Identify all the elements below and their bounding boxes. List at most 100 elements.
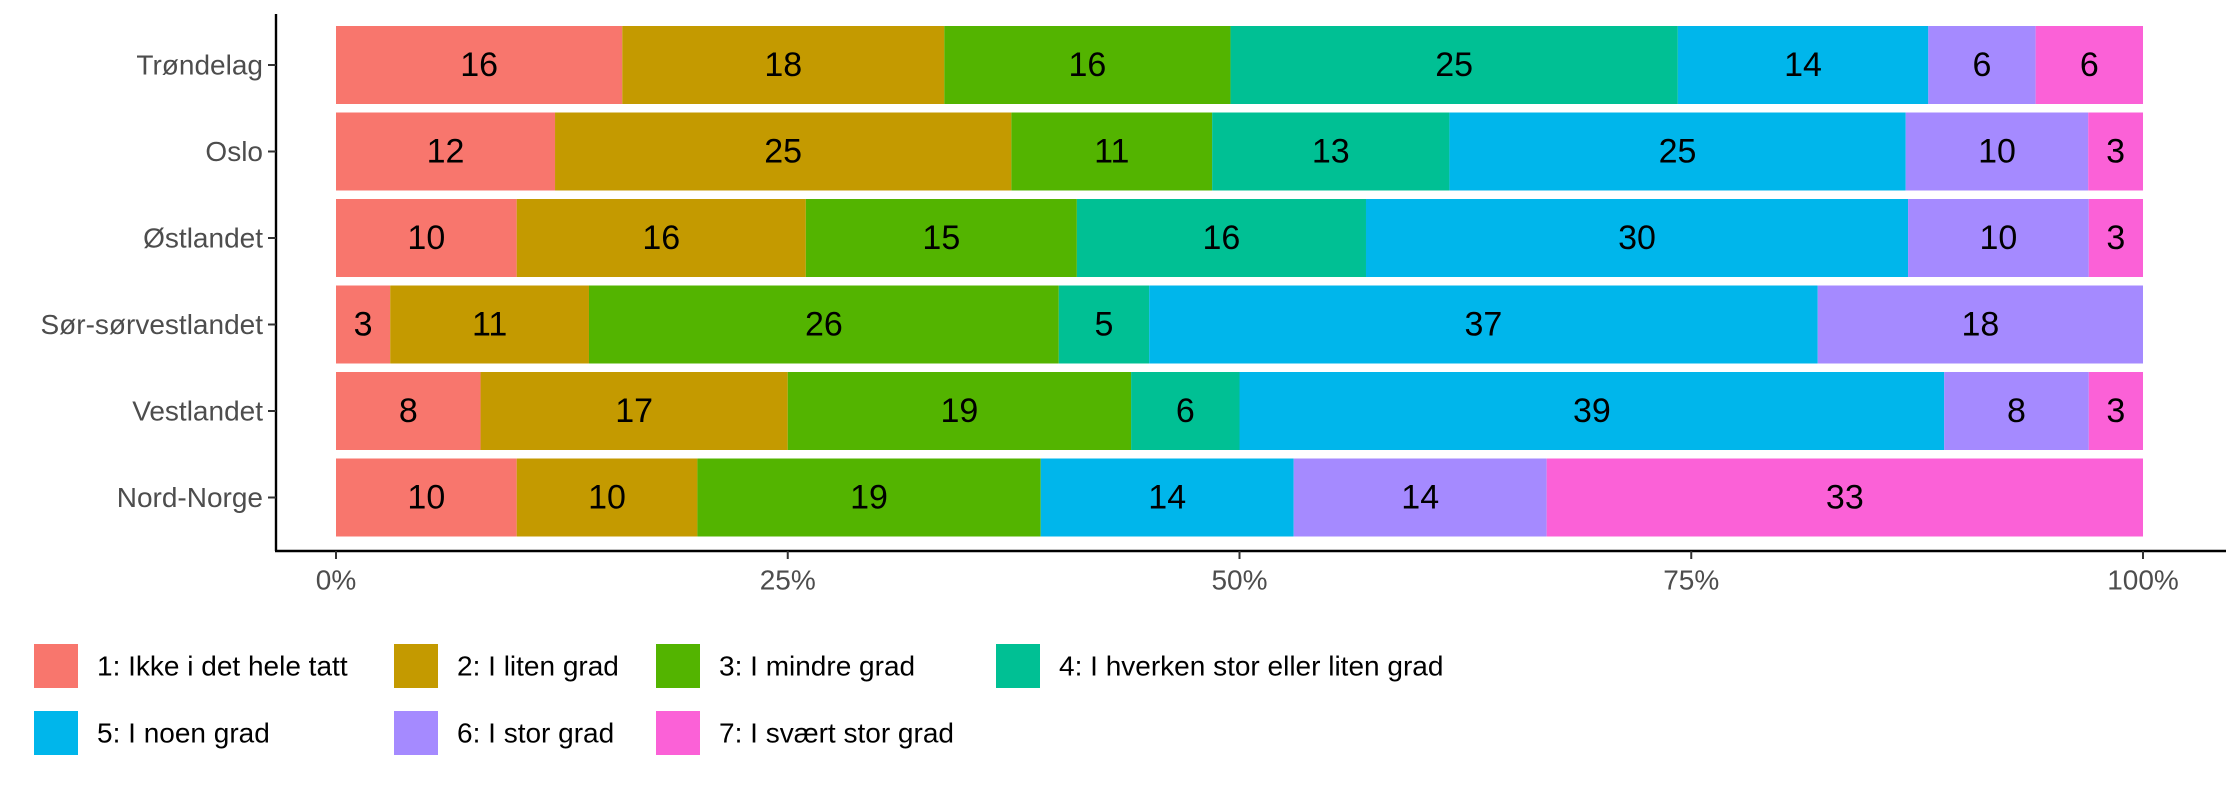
bar-segment — [1908, 199, 2089, 277]
legend-swatch — [34, 644, 78, 688]
bar-segment — [1365, 199, 1909, 277]
legend-label: 3: I mindre grad — [719, 651, 915, 682]
y-ticks-layer: Trøndelag Oslo Østlandet Sør-sørvestlandet V… — [41, 50, 276, 513]
bar-segment — [390, 285, 589, 364]
bar-segment — [588, 285, 1059, 364]
bar-value-label: 6 — [1973, 46, 1992, 84]
bar-value-label: 11 — [1094, 133, 1129, 171]
x-tick-label: 50% — [1211, 565, 1267, 596]
bar-segment — [1011, 112, 1213, 191]
y-tick-label: Vestlandet — [132, 396, 263, 427]
bar-value-label: 11 — [472, 306, 507, 344]
bar-value-label: 6 — [1176, 392, 1195, 430]
bar-value-label: 3 — [354, 306, 373, 344]
bar-segment — [1546, 458, 2143, 537]
bar-value-label: 37 — [1465, 306, 1503, 344]
bar-value-label: 15 — [922, 219, 960, 257]
bar-segment — [2088, 372, 2143, 450]
bar-segment — [336, 285, 391, 364]
bar-segment — [2088, 199, 2143, 277]
bar-value-label: 8 — [399, 392, 418, 430]
legend-swatch — [34, 711, 78, 755]
bar-segment — [1076, 199, 1366, 277]
bar-segment — [555, 112, 1012, 191]
y-tick-label: Trøndelag — [136, 50, 263, 81]
y-tick-label: Sør-sørvestlandet — [41, 309, 264, 340]
bar-value-label: 18 — [764, 46, 802, 84]
bar-value-label: 10 — [588, 479, 626, 517]
x-ticks-layer: 0% 25% 50% 75% 100% — [316, 551, 2179, 596]
legend: 1: Ikke i det hele tatt 2: I liten grad 3:… — [34, 644, 1443, 755]
bar-segment — [944, 26, 1231, 104]
y-tick-label: Østlandet — [143, 223, 263, 254]
bar-value-label: 25 — [1659, 133, 1697, 171]
legend-label: 1: Ikke i det hele tatt — [97, 651, 348, 682]
y-tick-label: Nord-Norge — [117, 482, 263, 513]
bar-value-label: 14 — [1148, 479, 1186, 517]
bar-value-label: 19 — [850, 479, 888, 517]
bar-value-label: 16 — [460, 46, 498, 84]
bar-segment — [1449, 112, 1906, 191]
bar-value-label: 3 — [2106, 219, 2125, 257]
bar-segment — [1212, 112, 1450, 191]
y-tick-label: Oslo — [205, 136, 263, 167]
bar-labels-layer: 16 18 16 25 14 6 612 25 11 13 25 10 310 16 15 16 30 10 33 1… — [354, 46, 2126, 517]
bar-segment — [516, 199, 806, 277]
x-tick-label: 25% — [760, 565, 816, 596]
bar-segment — [1230, 26, 1678, 104]
bar-value-label: 5 — [1095, 306, 1114, 344]
bar-value-label: 14 — [1784, 46, 1822, 84]
legend-swatch — [656, 644, 700, 688]
bar-segment — [1817, 285, 2143, 364]
bar-segment — [1928, 26, 2036, 104]
x-tick-label: 75% — [1663, 565, 1719, 596]
legend-swatch — [394, 711, 438, 755]
bar-value-label: 39 — [1573, 392, 1611, 430]
bar-value-label: 6 — [2080, 46, 2099, 84]
bar-segment — [1149, 285, 1818, 364]
legend-swatch — [656, 711, 700, 755]
bar-segment — [1058, 285, 1150, 364]
bar-value-label: 30 — [1618, 219, 1656, 257]
bar-segment — [336, 26, 623, 104]
bar-segment — [1905, 112, 2089, 191]
bar-value-label: 18 — [1961, 306, 1999, 344]
bar-segment — [787, 372, 1132, 450]
legend-label: 7: I svært stor grad — [719, 718, 954, 749]
legend-label: 5: I noen grad — [97, 718, 270, 749]
axes-layer — [274, 14, 2226, 553]
bar-segment — [1944, 372, 2089, 450]
bar-value-label: 8 — [2007, 392, 2026, 430]
bar-segment — [336, 112, 556, 191]
bar-value-label: 10 — [1978, 133, 2016, 171]
bar-value-label: 10 — [1980, 219, 2018, 257]
bar-segment — [805, 199, 1077, 277]
legend-label: 6: I stor grad — [457, 718, 614, 749]
bar-segment — [2088, 112, 2143, 191]
bar-segment — [2035, 26, 2143, 104]
bar-segment — [336, 199, 517, 277]
bar-segment — [697, 458, 1041, 537]
bar-segment — [1040, 458, 1294, 537]
bar-value-label: 12 — [427, 133, 465, 171]
legend-label: 4: I hverken stor eller liten grad — [1059, 651, 1443, 682]
bar-value-label: 25 — [1435, 46, 1473, 84]
bar-value-label: 14 — [1401, 479, 1439, 517]
bar-value-label: 3 — [2106, 133, 2125, 171]
bars-layer — [336, 26, 2143, 537]
bar-segment — [516, 458, 698, 537]
bar-segment — [1131, 372, 1240, 450]
bar-segment — [1293, 458, 1547, 537]
bar-segment — [1239, 372, 1945, 450]
bar-value-label: 33 — [1826, 479, 1864, 517]
legend-label: 2: I liten grad — [457, 651, 619, 682]
bar-segment — [622, 26, 945, 104]
bar-value-label: 16 — [642, 219, 680, 257]
bar-segment — [1677, 26, 1929, 104]
legend-swatch — [394, 644, 438, 688]
bar-value-label: 10 — [407, 479, 445, 517]
bar-value-label: 10 — [407, 219, 445, 257]
x-tick-label: 0% — [316, 565, 356, 596]
bar-value-label: 13 — [1312, 133, 1350, 171]
